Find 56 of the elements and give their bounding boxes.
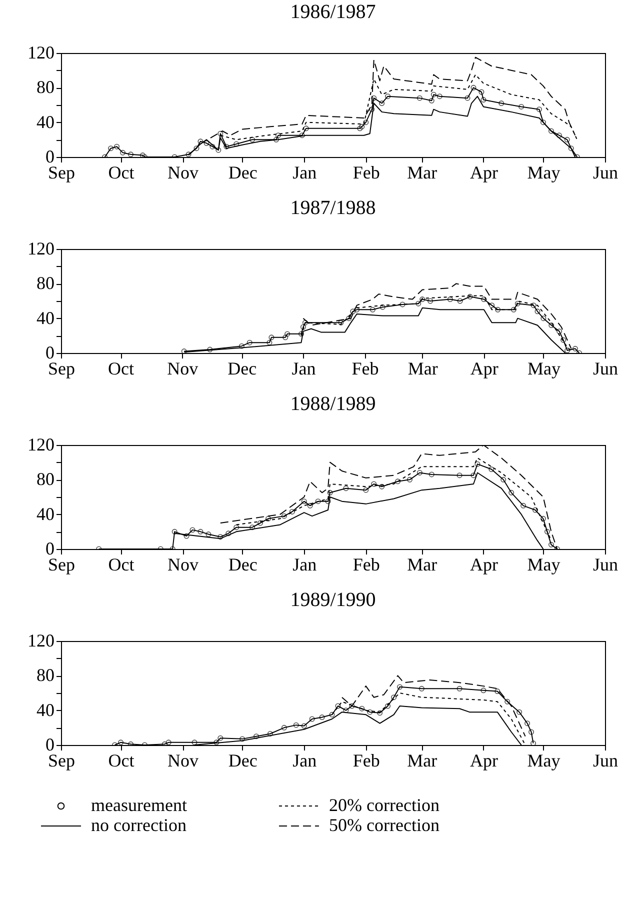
x-tick-label: Oct: [108, 750, 134, 770]
x-tick-label: Nov: [168, 750, 199, 770]
x-tick-label: May: [527, 358, 560, 378]
x-tick-label: Feb: [352, 750, 380, 770]
x-tick-label: Dec: [228, 554, 258, 574]
x-tick-label: Nov: [167, 358, 198, 378]
x-tick-label: Jun: [592, 358, 618, 378]
y-tick-label: 80: [36, 77, 54, 98]
x-tick-label: Jun: [592, 162, 618, 182]
x-tick-label: Dec: [228, 750, 258, 770]
x-tick-label: Jan: [292, 162, 317, 182]
y-tick-label: 40: [36, 700, 54, 720]
y-tick-label: 40: [36, 504, 54, 524]
x-tick-label: Jan: [292, 554, 317, 574]
legend-label: 20% correction: [329, 795, 440, 815]
y-tick-label: 80: [36, 665, 54, 686]
x-tick-label: Oct: [108, 358, 134, 378]
x-tick-label: Apr: [470, 750, 498, 770]
legend-label: 50% correction: [329, 815, 440, 835]
y-tick-label: 120: [28, 42, 54, 62]
x-tick-label: Dec: [228, 358, 257, 378]
x-tick-label: May: [527, 750, 560, 770]
x-tick-label: May: [527, 554, 560, 574]
x-tick-label: Feb: [352, 554, 380, 574]
x-tick-label: Oct: [108, 162, 134, 182]
x-tick-label: Oct: [108, 554, 134, 574]
legend-label: no correction: [91, 815, 186, 835]
x-tick-label: Apr: [470, 358, 498, 378]
y-tick-label: 40: [36, 112, 54, 132]
y-tick-label: 80: [36, 469, 54, 490]
legend-label: measurement: [91, 795, 187, 815]
x-tick-label: Mar: [407, 162, 438, 182]
y-tick-label: 120: [28, 434, 54, 454]
y-tick-label: 120: [28, 630, 54, 650]
x-tick-label: Mar: [408, 358, 438, 378]
x-tick-label: Nov: [168, 554, 199, 574]
x-tick-label: Jun: [592, 750, 618, 770]
y-tick-label: 40: [36, 308, 54, 328]
x-tick-label: Feb: [352, 162, 380, 182]
chart-title: 1987/1988: [290, 197, 376, 219]
x-tick-label: May: [527, 162, 560, 182]
x-tick-label: Dec: [228, 162, 258, 182]
x-tick-label: Jan: [292, 750, 317, 770]
x-tick-label: Feb: [352, 358, 379, 378]
y-tick-label: 120: [28, 238, 54, 258]
x-tick-label: Mar: [407, 750, 438, 770]
x-tick-label: Jun: [592, 554, 618, 574]
chart-title: 1986/1987: [290, 1, 376, 23]
x-tick-label: Jan: [292, 358, 316, 378]
chart-title: 1989/1990: [290, 589, 376, 611]
chart-title: 1988/1989: [290, 393, 376, 415]
x-tick-label: Nov: [168, 162, 199, 182]
x-tick-label: Apr: [470, 162, 498, 182]
y-tick-label: 80: [36, 273, 54, 294]
x-tick-label: Apr: [470, 554, 498, 574]
x-tick-label: Mar: [407, 554, 438, 574]
